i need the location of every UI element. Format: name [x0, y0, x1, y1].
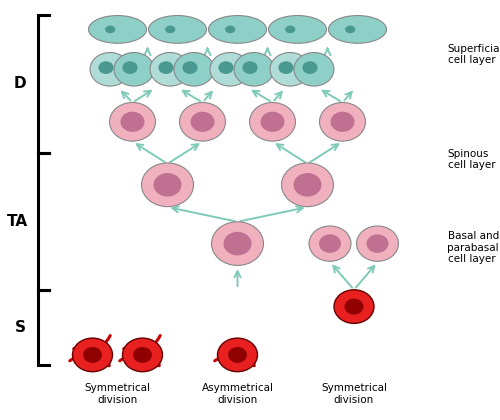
Ellipse shape — [208, 16, 266, 43]
Circle shape — [182, 61, 198, 74]
Circle shape — [320, 102, 366, 141]
Circle shape — [270, 52, 310, 86]
Circle shape — [228, 347, 247, 363]
Circle shape — [294, 52, 334, 86]
Ellipse shape — [225, 26, 235, 33]
Text: S: S — [14, 320, 26, 335]
Circle shape — [224, 232, 252, 255]
Circle shape — [278, 61, 293, 74]
Circle shape — [190, 112, 214, 132]
Text: TA: TA — [7, 214, 28, 229]
Ellipse shape — [165, 26, 175, 33]
Circle shape — [158, 61, 174, 74]
Circle shape — [122, 61, 138, 74]
Circle shape — [242, 61, 258, 74]
Circle shape — [302, 61, 318, 74]
Circle shape — [218, 338, 258, 372]
Text: Basal and
parabasal
cell layer: Basal and parabasal cell layer — [448, 231, 499, 265]
Text: Symmetrical
division: Symmetrical division — [321, 383, 387, 405]
Circle shape — [154, 173, 182, 197]
Text: Asymmetrical
division: Asymmetrical division — [202, 383, 274, 405]
Circle shape — [114, 52, 154, 86]
Circle shape — [180, 102, 226, 141]
Circle shape — [90, 52, 130, 86]
Circle shape — [344, 299, 364, 315]
Ellipse shape — [268, 16, 326, 43]
Circle shape — [120, 112, 144, 132]
Circle shape — [150, 52, 190, 86]
Circle shape — [98, 61, 114, 74]
Ellipse shape — [328, 16, 386, 43]
Ellipse shape — [105, 26, 116, 33]
Text: Superficial
cell layer: Superficial cell layer — [448, 44, 500, 66]
Circle shape — [366, 234, 388, 253]
Circle shape — [334, 290, 374, 323]
Circle shape — [282, 163, 334, 207]
Circle shape — [174, 52, 214, 86]
Circle shape — [133, 347, 152, 363]
Circle shape — [260, 112, 284, 132]
Ellipse shape — [88, 16, 146, 43]
Circle shape — [309, 226, 351, 261]
Circle shape — [294, 173, 322, 197]
Circle shape — [212, 222, 264, 265]
Text: D: D — [14, 76, 26, 92]
Circle shape — [110, 102, 156, 141]
Circle shape — [319, 234, 341, 253]
Circle shape — [210, 52, 250, 86]
Circle shape — [122, 338, 162, 372]
Circle shape — [250, 102, 296, 141]
Text: Spinous
cell layer: Spinous cell layer — [448, 149, 495, 171]
Circle shape — [142, 163, 194, 207]
Ellipse shape — [285, 26, 296, 33]
Ellipse shape — [148, 16, 206, 43]
Circle shape — [356, 226, 399, 261]
Circle shape — [330, 112, 354, 132]
Circle shape — [234, 52, 274, 86]
Circle shape — [218, 61, 234, 74]
Circle shape — [72, 338, 112, 372]
Circle shape — [83, 347, 102, 363]
Ellipse shape — [345, 26, 356, 33]
Text: Symmetrical
division: Symmetrical division — [84, 383, 150, 405]
